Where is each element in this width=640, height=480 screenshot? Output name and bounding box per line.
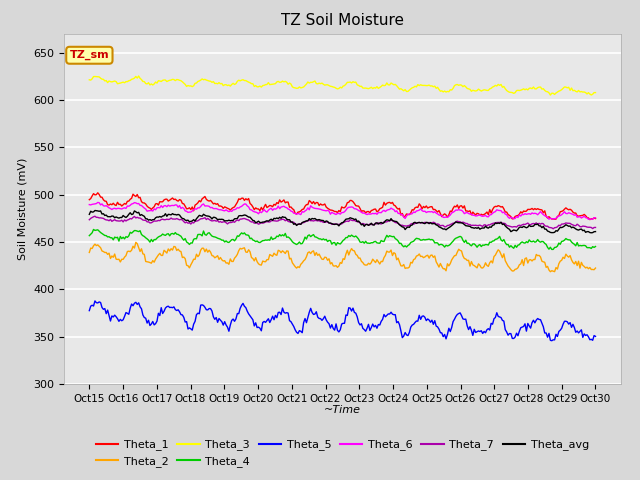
Theta_2 [566,252,574,258]
Theta_3 [86,77,93,83]
Theta_6 [255,211,262,216]
Theta_7 [255,221,262,227]
Theta_3 [255,84,262,90]
Theta_5 [149,319,157,324]
Theta_2 [86,250,93,255]
Theta_3 [263,82,271,87]
Theta_1 [255,206,262,212]
Theta_6 [86,202,93,207]
Theta_7 [149,219,157,225]
Theta_6 [308,204,316,210]
Line: Theta_3: Theta_3 [90,76,595,95]
Theta_1 [149,205,157,211]
Line: Theta_avg: Theta_avg [90,211,595,233]
Theta_4 [263,237,271,243]
Theta_avg [591,228,599,234]
Theta_1 [308,201,316,206]
Theta_7 [237,216,245,222]
Theta_5 [308,310,316,315]
Theta_avg [86,212,93,217]
Theta_3 [149,82,157,88]
Theta_4 [86,233,93,239]
Theta_avg [149,217,157,223]
Theta_7 [566,220,574,226]
Theta_5 [255,324,262,330]
Theta_7 [263,219,271,225]
Theta_avg [588,230,595,236]
Theta_7 [591,225,599,230]
Theta_1 [263,204,271,210]
Line: Theta_6: Theta_6 [90,203,595,219]
Theta_6 [94,200,102,205]
Theta_2 [308,249,316,254]
Theta_2 [547,269,554,275]
Theta_5 [591,334,599,339]
Line: Theta_1: Theta_1 [90,193,595,219]
Theta_5 [548,338,556,344]
Theta_6 [591,215,599,221]
Theta_5 [566,320,574,325]
X-axis label: ~Time: ~Time [324,405,361,415]
Theta_6 [149,208,157,214]
Theta_2 [237,246,245,252]
Theta_1 [586,216,594,222]
Theta_4 [591,244,599,250]
Theta_4 [255,240,262,245]
Theta_6 [565,210,573,216]
Theta_avg [237,213,245,219]
Theta_6 [263,209,271,215]
Theta_avg [255,218,262,224]
Theta_3 [237,77,245,83]
Theta_2 [591,265,599,271]
Theta_6 [237,204,245,209]
Line: Theta_5: Theta_5 [90,301,595,341]
Theta_2 [255,261,262,267]
Theta_4 [90,227,97,232]
Theta_4 [237,230,245,236]
Theta_7 [86,217,93,223]
Line: Theta_4: Theta_4 [90,229,595,250]
Theta_1 [565,207,573,213]
Line: Theta_2: Theta_2 [90,242,595,272]
Theta_7 [91,213,99,219]
Y-axis label: Soil Moisture (mV): Soil Moisture (mV) [17,157,28,260]
Theta_1 [86,197,93,203]
Line: Theta_7: Theta_7 [90,216,595,229]
Theta_3 [547,92,554,98]
Theta_1 [591,216,599,221]
Theta_1 [237,195,245,201]
Theta_5 [86,308,93,313]
Theta_5 [263,318,271,324]
Theta_1 [94,190,102,196]
Theta_7 [308,218,316,224]
Theta_avg [565,223,573,229]
Theta_3 [591,90,599,96]
Theta_4 [149,239,157,244]
Theta_2 [149,258,157,264]
Theta_4 [566,237,574,243]
Theta_4 [308,233,316,239]
Theta_6 [584,216,592,222]
Theta_5 [91,298,99,304]
Theta_3 [135,73,143,79]
Theta_2 [132,240,140,245]
Theta_avg [308,216,316,221]
Legend: Theta_1, Theta_2, Theta_3, Theta_4, Theta_5, Theta_6, Theta_7, Theta_avg: Theta_1, Theta_2, Theta_3, Theta_4, Thet… [92,435,593,471]
Theta_avg [263,218,271,224]
Title: TZ Soil Moisture: TZ Soil Moisture [281,13,404,28]
Theta_avg [91,208,99,214]
Theta_4 [548,247,556,252]
Theta_5 [237,302,245,308]
Theta_3 [566,87,574,93]
Theta_3 [308,80,316,85]
Text: TZ_sm: TZ_sm [70,50,109,60]
Theta_7 [549,226,557,232]
Theta_2 [263,257,271,263]
